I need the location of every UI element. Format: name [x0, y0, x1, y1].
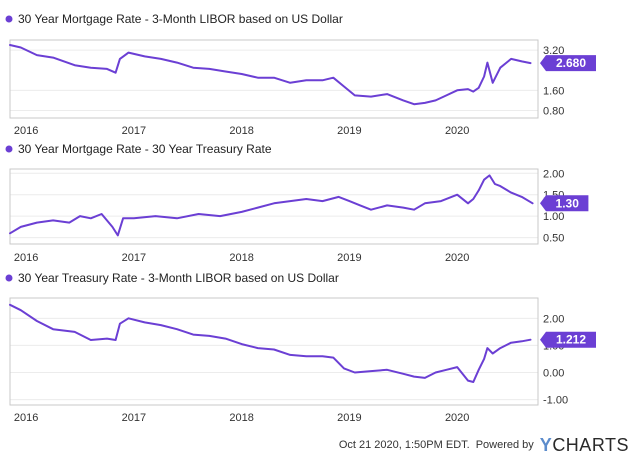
- timestamp: Oct 21 2020, 1:50PM EDT.: [338, 439, 470, 451]
- plot-frame: [9, 39, 539, 119]
- chart-panel-2: 30 Year Mortgage Rate - 30 Year Treasury…: [5, 142, 589, 264]
- y-tick-label: 0.00: [543, 367, 564, 379]
- x-tick-label: 2017: [122, 125, 146, 137]
- ycharts-logo-y: Y: [539, 434, 553, 455]
- chart-title: 30 Year Treasury Rate - 3-Month LIBOR ba…: [18, 271, 339, 285]
- current-value-badge: [540, 195, 589, 212]
- chart-title: 30 Year Mortgage Rate - 3-Month LIBOR ba…: [18, 12, 343, 26]
- x-tick-label: 2018: [229, 412, 253, 424]
- y-tick-label: 1.00: [543, 211, 564, 223]
- powered-by-label: Powered by: [475, 439, 534, 451]
- y-tick-label: 0.50: [543, 233, 564, 245]
- x-tick-label: 2018: [229, 125, 253, 137]
- x-tick-label: 2020: [445, 125, 469, 137]
- legend-dot: [5, 274, 13, 282]
- x-tick-label: 2019: [337, 412, 361, 424]
- x-tick-label: 2016: [14, 252, 38, 264]
- y-tick-label: -1.00: [543, 395, 568, 407]
- current-value-label: 1.30: [556, 196, 580, 210]
- x-tick-label: 2017: [122, 412, 146, 424]
- plot-frame: [9, 297, 539, 406]
- ycharts-logo-text: CHARTS: [552, 434, 629, 455]
- x-tick-label: 2019: [337, 125, 361, 137]
- legend-dot: [5, 15, 13, 23]
- y-tick-label: 3.20: [543, 45, 564, 57]
- y-tick-label: 2.00: [543, 313, 564, 325]
- legend-dot: [5, 145, 13, 153]
- series-line: [9, 44, 532, 106]
- y-tick-label: 0.80: [543, 105, 564, 117]
- x-tick-label: 2017: [122, 252, 146, 264]
- y-tick-label: 1.60: [543, 85, 564, 97]
- x-tick-label: 2019: [337, 252, 361, 264]
- x-tick-label: 2020: [445, 252, 469, 264]
- series-line: [9, 174, 534, 237]
- ycharts-logo[interactable]: Y CHARTS: [540, 435, 629, 456]
- x-tick-label: 2020: [445, 412, 469, 424]
- current-value-label: 1.212: [556, 333, 586, 347]
- x-tick-label: 2016: [14, 125, 38, 137]
- current-value-label: 2.680: [556, 56, 586, 70]
- chart-panel-3: 30 Year Treasury Rate - 3-Month LIBOR ba…: [5, 271, 596, 424]
- current-value-badge: [540, 55, 596, 72]
- chart-title: 30 Year Mortgage Rate - 30 Year Treasury…: [18, 142, 272, 156]
- x-tick-label: 2016: [14, 412, 38, 424]
- chart-panel-1: 30 Year Mortgage Rate - 3-Month LIBOR ba…: [5, 12, 596, 137]
- plot-frame: [9, 168, 539, 245]
- footer: Oct 21 2020, 1:50PM EDT. Powered by Y CHA…: [339, 435, 629, 455]
- y-tick-label: 2.00: [543, 168, 564, 180]
- x-tick-label: 2018: [229, 252, 253, 264]
- series-line: [9, 303, 532, 383]
- current-value-badge: [540, 331, 596, 348]
